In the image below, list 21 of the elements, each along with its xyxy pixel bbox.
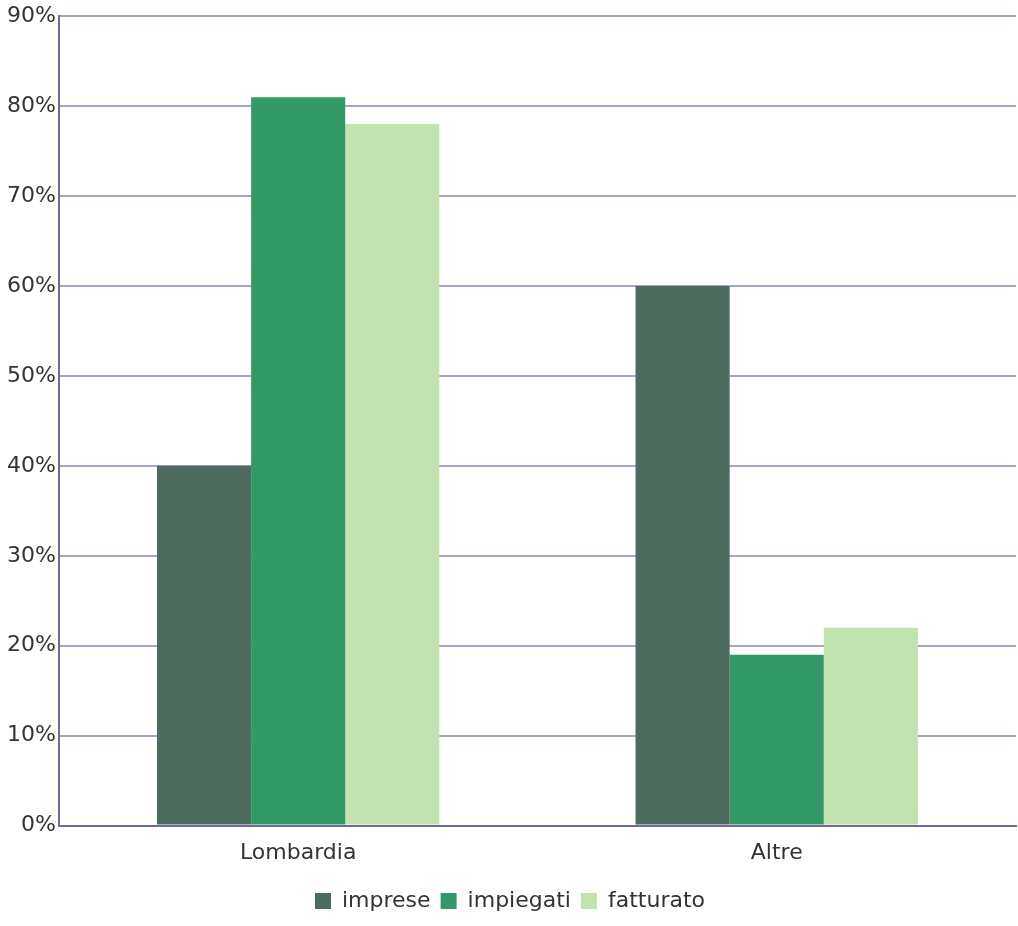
y-tick-label: 10% (6, 721, 56, 747)
legend-label: impiegati (467, 886, 571, 912)
bar (157, 465, 252, 825)
y-tick-label: 50% (6, 361, 56, 387)
y-tick-label: 30% (6, 541, 56, 567)
y-tick-label: 0% (20, 811, 56, 837)
bar (635, 286, 730, 825)
y-tick-label: 40% (6, 451, 56, 477)
x-tick-label: Lombardia (239, 838, 357, 864)
bar (729, 654, 824, 825)
y-tick-label: 20% (6, 631, 56, 657)
y-tick-label: 90% (6, 1, 56, 27)
x-tick-label: Altre (750, 838, 803, 864)
y-tick-label: 80% (6, 91, 56, 117)
y-tick-label: 60% (6, 271, 56, 297)
bar (823, 627, 918, 825)
bar (251, 97, 346, 825)
legend-label: fatturato (607, 886, 705, 912)
bar (345, 124, 440, 825)
legend-label: imprese (342, 886, 431, 912)
y-tick-label: 70% (6, 181, 56, 207)
